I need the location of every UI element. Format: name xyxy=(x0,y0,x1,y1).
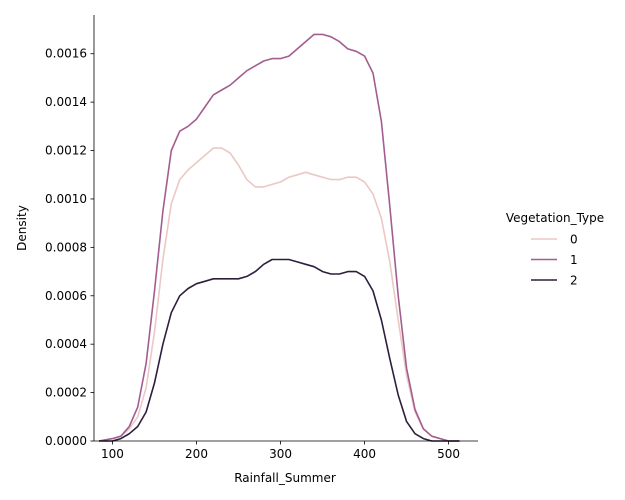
y-axis: 0.0000 0.0002 0.0004 0.0006 0.0008 0.0010 0.00… xyxy=(45,15,95,448)
y-tick-label: 0.0004 xyxy=(45,337,87,351)
legend-label: 0 xyxy=(570,233,578,247)
legend-title: Vegetation_Type xyxy=(506,211,604,225)
series-line-1 xyxy=(98,33,460,442)
series-line-0 xyxy=(98,147,460,442)
x-tick-label: 100 xyxy=(101,447,124,461)
y-tick-label: 0.0008 xyxy=(45,240,87,254)
plot-area xyxy=(98,33,460,442)
legend-item-0: 0 xyxy=(531,233,578,247)
y-tick-label: 0.0000 xyxy=(45,434,87,448)
y-tick-label: 0.0014 xyxy=(45,95,87,109)
legend-item-1: 1 xyxy=(531,253,578,267)
x-tick-label: 400 xyxy=(353,447,376,461)
x-axis: 100 200 300 400 500 xyxy=(94,440,478,461)
legend: Vegetation_Type 0 1 2 xyxy=(506,211,604,288)
x-tick-label: 300 xyxy=(269,447,292,461)
series-line-2 xyxy=(99,258,460,442)
x-tick-label: 200 xyxy=(185,447,208,461)
x-axis-title: Rainfall_Summer xyxy=(234,471,336,485)
legend-label: 1 xyxy=(570,253,578,267)
y-tick-label: 0.0002 xyxy=(45,386,87,400)
y-tick-label: 0.0010 xyxy=(45,192,87,206)
legend-item-2: 2 xyxy=(531,274,578,288)
y-axis-title: Density xyxy=(15,205,29,251)
y-tick-label: 0.0012 xyxy=(45,144,87,158)
y-tick-label: 0.0006 xyxy=(45,289,87,303)
legend-label: 2 xyxy=(570,274,578,288)
x-tick-label: 500 xyxy=(437,447,460,461)
y-tick-label: 0.0016 xyxy=(45,47,87,61)
